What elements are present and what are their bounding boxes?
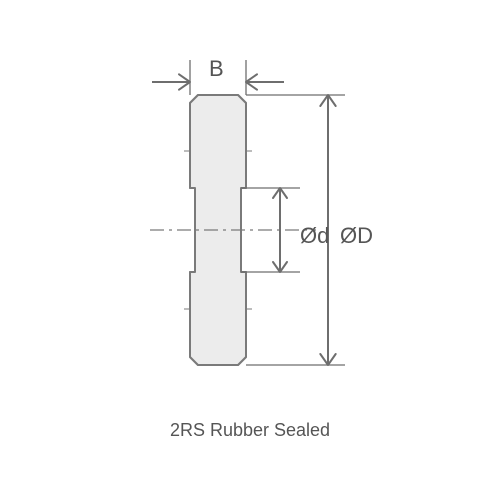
caption-text: 2RS Rubber Sealed (0, 420, 500, 441)
label-B: B (209, 56, 224, 81)
label-d: Ød (300, 223, 329, 248)
label-D: ØD (340, 223, 373, 248)
diagram-stage: B Ød ØD 2RS Rubber Sealed (0, 0, 500, 500)
